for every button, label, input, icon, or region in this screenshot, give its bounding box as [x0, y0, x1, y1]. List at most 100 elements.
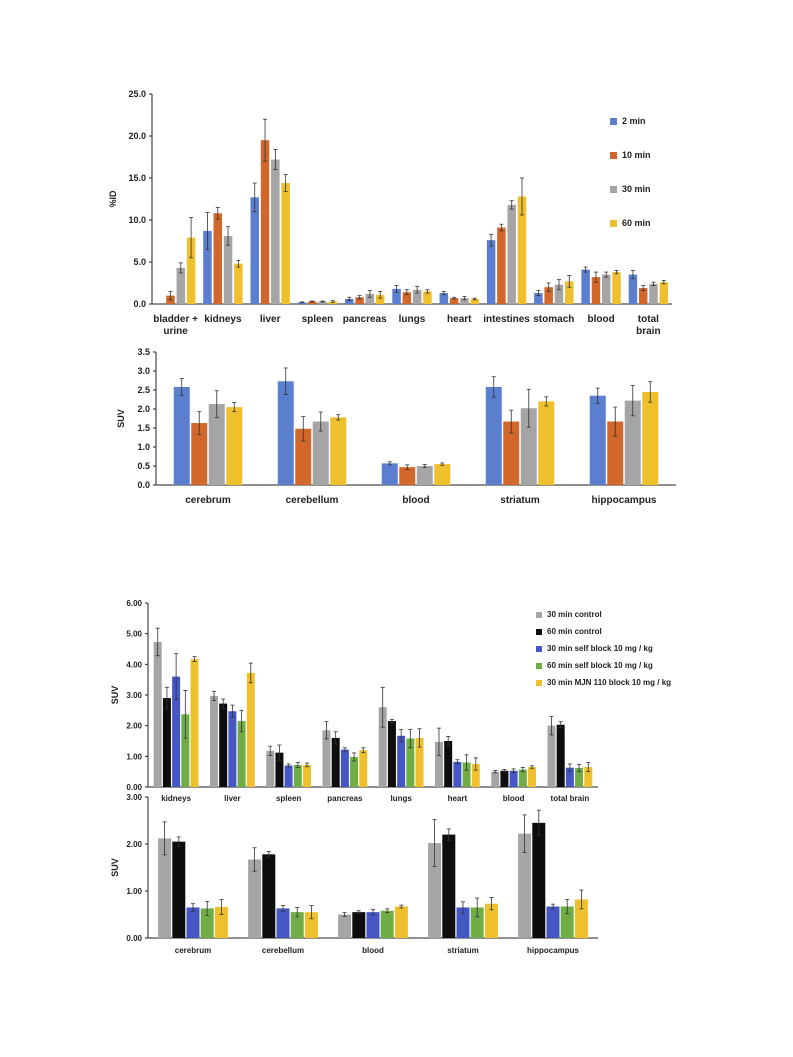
category-label: blood [362, 946, 384, 955]
bar [228, 711, 237, 787]
category-label-line: liver [260, 314, 281, 325]
bar [297, 302, 307, 304]
bar [328, 301, 338, 304]
bar [442, 834, 456, 938]
y-tick-label: 3.00 [126, 691, 142, 700]
bar [507, 204, 516, 304]
bar [575, 767, 584, 787]
bar [520, 408, 537, 485]
bar [209, 695, 218, 787]
category-label: lungs [390, 794, 412, 803]
bar [449, 298, 459, 304]
bar [158, 838, 172, 938]
bar [392, 288, 401, 304]
legend-swatch [610, 152, 617, 159]
chart-c1: 0.0 5.0 10.0 15.0 20.0 25.0 %ID bladder + urine k… [108, 89, 672, 337]
bar [565, 767, 574, 787]
y-tick-label: 10.0 [128, 215, 146, 225]
bar [260, 140, 270, 304]
bar [271, 159, 280, 304]
bar [624, 400, 641, 485]
bar [484, 903, 498, 938]
bar [500, 770, 509, 787]
category-label-line: intestines [483, 314, 530, 325]
bar [554, 284, 564, 304]
bar [642, 391, 659, 485]
bar [428, 843, 442, 938]
y-tick-label: 2.0 [137, 404, 150, 414]
bar [659, 282, 669, 304]
category-label-line: lungs [399, 314, 426, 325]
bar [281, 183, 290, 304]
y-tick-label: 25.0 [128, 89, 146, 99]
legend-swatch [610, 186, 617, 193]
category-label-line: lungs [390, 794, 412, 803]
category-label: cerebellum [286, 495, 339, 506]
y-tick-label: 20.0 [128, 131, 146, 141]
category-label: blood [587, 314, 614, 325]
bar [532, 822, 546, 938]
bar [304, 912, 318, 938]
bar [352, 912, 366, 938]
bar [470, 298, 479, 304]
category-label: striatum [500, 495, 540, 506]
legend-swatch [536, 629, 542, 635]
bar [397, 735, 406, 787]
bar [589, 395, 606, 485]
legend-swatch [536, 680, 542, 686]
category-label-line: cerebrum [175, 946, 211, 955]
y-tick-label: 3.0 [137, 366, 150, 376]
chart-c2: 0.0 0.5 1.0 1.5 2.0 2.5 3.0 3.5 SUV cerebrum cereb… [116, 347, 676, 506]
bar [248, 859, 262, 938]
bar [312, 421, 329, 485]
category-label-line: blood [587, 314, 614, 325]
category-label-line: spleen [276, 794, 301, 803]
category-label-line: stomach [533, 314, 574, 325]
category-label: intestines [483, 314, 530, 325]
y-tick-label: 3.00 [126, 793, 142, 802]
bar [277, 381, 294, 485]
legend-label: 2 min [622, 116, 646, 126]
category-label-line: heart [448, 794, 468, 803]
category-label: heart [448, 794, 468, 803]
legend-label: 30 min [622, 184, 651, 194]
category-label: cerebellum [262, 946, 304, 955]
category-label-line: spleen [302, 314, 334, 325]
category-label: blood [402, 495, 429, 506]
bar [394, 906, 408, 938]
bar [246, 672, 255, 787]
category-label-line: total brain [551, 794, 590, 803]
bar [444, 741, 453, 787]
bar [331, 737, 340, 787]
category-label-line: kidneys [204, 314, 242, 325]
bar [518, 833, 532, 938]
bar [366, 912, 380, 938]
y-tick-label: 4.00 [126, 660, 142, 669]
y-tick-label: 5.00 [126, 630, 142, 639]
bar [460, 298, 469, 304]
legend-label: 60 min self block 10 mg / kg [547, 661, 653, 670]
bar [345, 298, 354, 304]
legend-label: 30 min control [547, 610, 602, 619]
bar [497, 227, 506, 304]
category-label: spleen [302, 314, 334, 325]
bar [340, 749, 349, 787]
bar [338, 914, 352, 938]
category-label-line: striatum [500, 495, 540, 506]
y-axis-label: SUV [116, 409, 126, 428]
bar [181, 714, 190, 787]
legend-label: 10 min [622, 150, 651, 160]
bar [581, 269, 590, 304]
category-label-line: cerebellum [286, 495, 339, 506]
bar [226, 407, 243, 485]
bar [538, 401, 555, 485]
bar [456, 907, 470, 938]
bar [485, 386, 502, 485]
category-label: cerebrum [185, 495, 231, 506]
y-tick-label: 1.00 [126, 887, 142, 896]
bar [399, 467, 416, 485]
bar [308, 301, 317, 304]
bar [173, 386, 190, 485]
bar [402, 292, 412, 304]
category-label-line: blood [362, 946, 384, 955]
